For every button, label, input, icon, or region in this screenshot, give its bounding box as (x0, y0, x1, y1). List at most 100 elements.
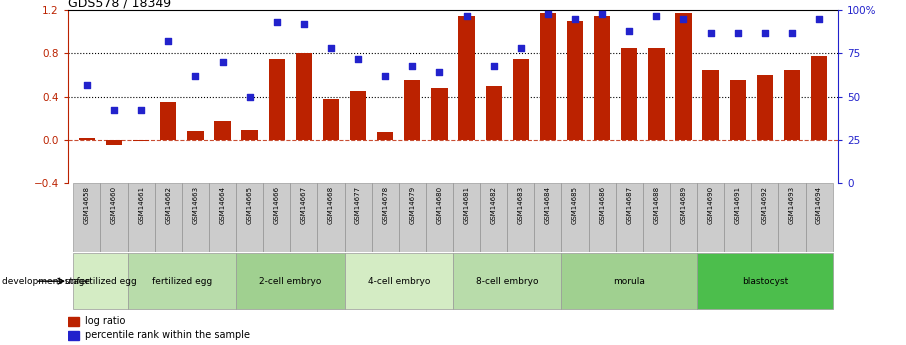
Bar (344, 253, 453, 309)
Text: log ratio: log ratio (85, 316, 126, 326)
Bar (155, 183, 182, 252)
Bar (399, 183, 426, 252)
Text: percentile rank within the sample: percentile rank within the sample (85, 330, 250, 340)
Point (432, 70, 447, 75)
Text: GDS578 / 18349: GDS578 / 18349 (68, 0, 171, 9)
Text: GSM14678: GSM14678 (382, 186, 388, 225)
Bar (68, 317, 80, 326)
Bar (778, 183, 805, 252)
Bar (670, 183, 697, 252)
Point (378, 73, 392, 79)
Bar (594, 16, 611, 140)
Bar (480, 183, 507, 252)
Point (595, 11, 610, 17)
Bar (702, 70, 718, 140)
Bar (133, 140, 149, 141)
Bar (729, 80, 746, 140)
Bar (784, 70, 800, 140)
Bar (128, 253, 236, 309)
Bar (431, 88, 448, 140)
Text: GSM14660: GSM14660 (111, 186, 117, 225)
Point (188, 73, 203, 79)
Bar (182, 183, 209, 252)
Bar (73, 183, 101, 252)
Text: GSM14689: GSM14689 (680, 186, 687, 225)
Bar (697, 183, 724, 252)
Bar (236, 183, 263, 252)
Bar (128, 183, 155, 252)
Bar (697, 253, 833, 309)
Text: 2-cell embryo: 2-cell embryo (259, 277, 322, 286)
Text: GSM14688: GSM14688 (653, 186, 660, 225)
Bar (188, 131, 204, 140)
Bar (106, 140, 122, 145)
Bar (562, 253, 697, 309)
Text: GSM14682: GSM14682 (491, 186, 496, 224)
Point (134, 108, 149, 113)
Bar (453, 253, 562, 309)
Text: GSM14694: GSM14694 (816, 186, 822, 224)
Bar (622, 48, 638, 140)
Point (730, 30, 745, 36)
Point (812, 16, 826, 22)
Bar (79, 138, 95, 140)
Bar (805, 183, 833, 252)
Text: unfertilized egg: unfertilized egg (64, 277, 137, 286)
Bar (295, 53, 312, 140)
Text: GSM14692: GSM14692 (762, 186, 768, 224)
Bar (458, 16, 475, 140)
Point (487, 63, 501, 68)
Point (107, 108, 121, 113)
Text: GSM14680: GSM14680 (437, 186, 442, 225)
Text: GSM14686: GSM14686 (599, 186, 605, 225)
Text: GSM14658: GSM14658 (84, 186, 90, 224)
Text: blastocyst: blastocyst (742, 277, 788, 286)
Bar (404, 80, 420, 140)
Point (622, 28, 637, 34)
Bar (567, 21, 583, 140)
Text: GSM14663: GSM14663 (192, 186, 198, 225)
Text: GSM14668: GSM14668 (328, 186, 334, 225)
Bar (290, 183, 317, 252)
Text: GSM14662: GSM14662 (165, 186, 171, 224)
Text: GSM14661: GSM14661 (138, 186, 144, 225)
Text: GSM14681: GSM14681 (464, 186, 469, 225)
Text: fertilized egg: fertilized egg (151, 277, 212, 286)
Bar (68, 331, 80, 340)
Bar (811, 56, 827, 140)
Text: GSM14684: GSM14684 (545, 186, 551, 224)
Text: GSM14677: GSM14677 (355, 186, 361, 225)
Bar (263, 183, 290, 252)
Point (514, 46, 528, 51)
Point (80, 82, 94, 87)
Bar (268, 59, 284, 140)
Point (676, 16, 690, 22)
Bar (513, 59, 529, 140)
Text: GSM14665: GSM14665 (246, 186, 253, 224)
Bar (242, 130, 258, 140)
Text: 8-cell embryo: 8-cell embryo (476, 277, 538, 286)
Point (323, 46, 338, 51)
Bar (317, 183, 344, 252)
Point (216, 59, 230, 65)
Bar (344, 183, 371, 252)
Bar (377, 132, 393, 140)
Bar (507, 183, 535, 252)
Bar (675, 12, 691, 140)
Point (459, 13, 474, 18)
Text: GSM14683: GSM14683 (518, 186, 524, 225)
Bar (589, 183, 616, 252)
Bar (160, 102, 177, 140)
Bar (323, 99, 339, 140)
Bar (486, 86, 502, 140)
Point (405, 63, 419, 68)
Text: GSM14664: GSM14664 (219, 186, 226, 224)
Text: GSM14679: GSM14679 (410, 186, 415, 225)
Bar (209, 183, 236, 252)
Point (568, 16, 583, 22)
Point (351, 56, 365, 61)
Bar (648, 48, 664, 140)
Point (757, 30, 772, 36)
Bar (757, 75, 773, 140)
Text: GSM14666: GSM14666 (274, 186, 280, 225)
